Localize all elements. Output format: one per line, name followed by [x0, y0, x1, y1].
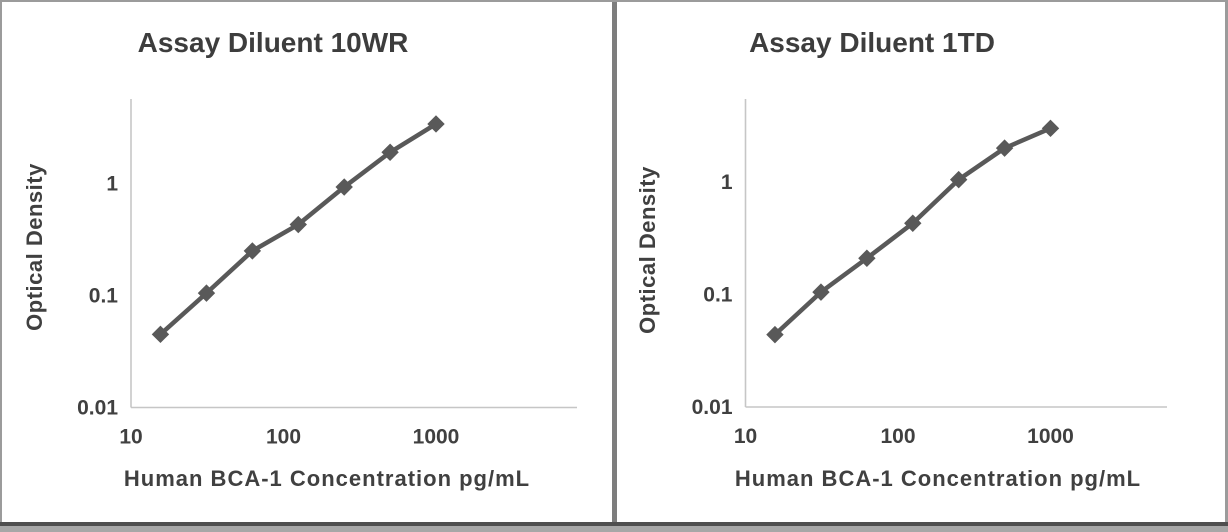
data-point-marker-6	[1041, 119, 1060, 138]
y-axis-title-10wr: Optical Density	[22, 163, 47, 331]
y-tick-label: 0.01	[77, 397, 118, 420]
data-point-marker-6	[427, 115, 445, 133]
x-tick-label: 100	[880, 425, 915, 448]
data-point-marker-3	[289, 215, 307, 234]
frame-border-bottom	[0, 522, 1228, 526]
plot-area-1td: 10 100 1000 0.01 0.1 1	[692, 99, 1167, 448]
data-point-marker-0	[151, 325, 170, 344]
data-point-marker-5	[381, 143, 399, 161]
x-axis-title-1td: Human BCA-1 Concentration pg/mL	[734, 466, 1142, 491]
y-tick-label: 0.1	[703, 284, 733, 307]
frame-shadow-bottom	[0, 526, 1228, 532]
data-point-marker-2	[858, 249, 876, 267]
chart-title-1td: Assay Diluent 1TD	[749, 27, 995, 58]
chart-panel-10wr: 10 100 1000 0.01 0.1 1 Assay Diluent 10WR Opt…	[0, 0, 612, 532]
y-axis-title-1td: Optical Density	[635, 166, 660, 334]
data-point-marker-2	[243, 242, 262, 260]
data-point-marker-4	[335, 178, 353, 196]
x-axis-title-10wr: Human BCA-1 Concentration pg/mL	[123, 466, 531, 491]
x-tick-label: 100	[266, 426, 301, 449]
panel-divider	[612, 0, 617, 526]
data-point-marker-1	[197, 284, 216, 302]
x-tick-label: 1000	[413, 426, 460, 449]
data-point-marker-4	[949, 170, 968, 189]
frame-border-top	[0, 0, 1228, 2]
frame-border-right	[1225, 0, 1228, 526]
frame-border-left	[0, 0, 2, 526]
y-tick-label: 0.01	[692, 396, 733, 419]
data-point-marker-5	[995, 139, 1014, 157]
y-tick-label: 0.1	[89, 285, 119, 308]
x-tick-label: 10	[734, 425, 757, 448]
data-point-marker-3	[904, 214, 922, 232]
plot-area-10wr: 10 100 1000 0.01 0.1 1	[77, 99, 577, 449]
data-point-marker-0	[766, 325, 784, 344]
data-point-marker-1	[812, 283, 830, 301]
x-tick-label: 10	[119, 426, 142, 449]
chart-panel-1td: 10 100 1000 0.01 0.1 1 Assay Diluent 1TD Opti…	[617, 0, 1228, 532]
y-tick-label: 1	[721, 171, 733, 194]
y-tick-label: 1	[106, 173, 118, 196]
x-tick-label: 1000	[1027, 425, 1074, 448]
chart-title-10wr: Assay Diluent 10WR	[137, 27, 409, 58]
